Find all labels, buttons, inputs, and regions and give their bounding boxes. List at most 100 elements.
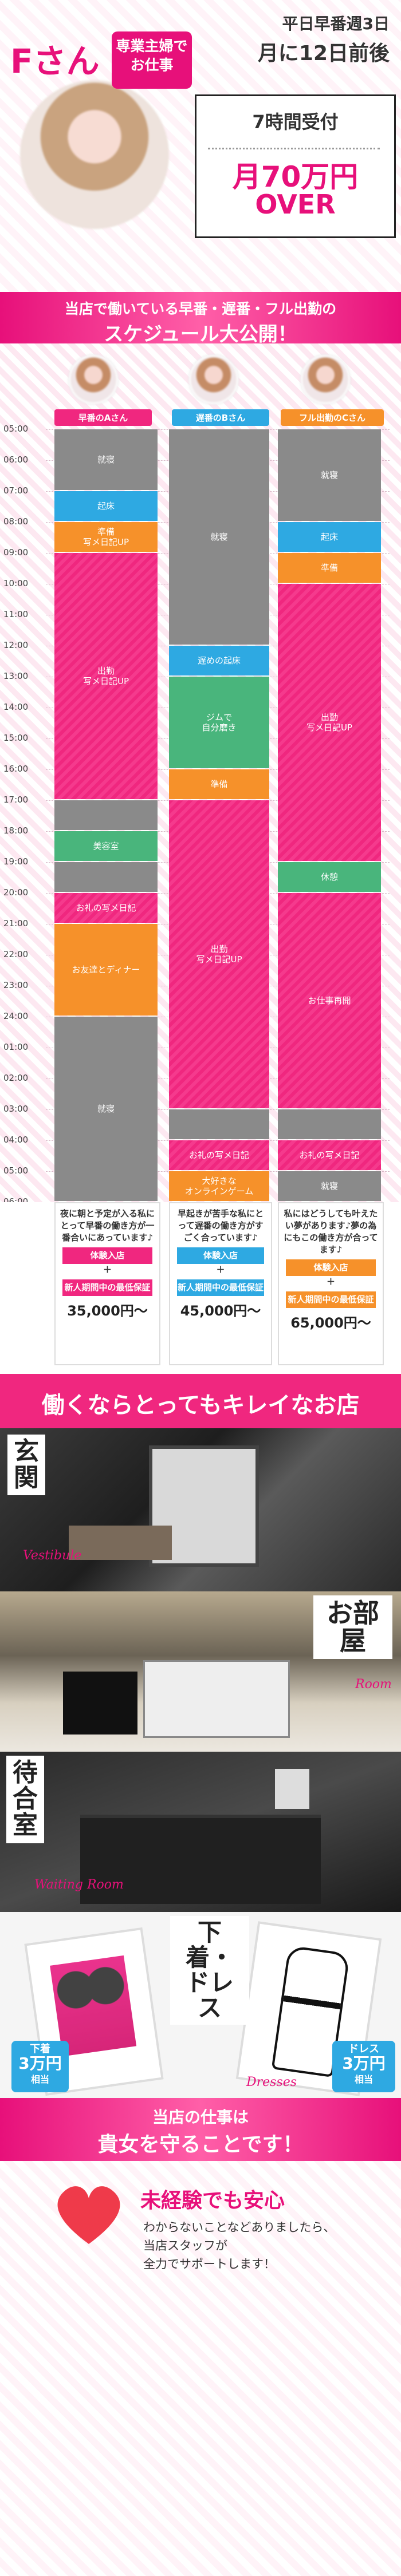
- note-c-text: 私にはどうしても叶えたい夢があります♪夢の為にもこの働き方が合ってます♪: [284, 1208, 378, 1255]
- time-label: 21:00: [3, 918, 29, 929]
- colA-block: お友達とディナー: [54, 924, 158, 1016]
- work-frequency-label: 月に12日前後: [257, 42, 390, 65]
- colC-block: [278, 1109, 381, 1139]
- time-label: 06:00: [3, 455, 29, 465]
- time-label: 02:00: [3, 1073, 29, 1083]
- schedule-column-a: 就寝 起床 準備 写メ日記UP 出勤 写メ日記UP 美容室 お礼の写メ日記 お友達とディナー…: [54, 429, 158, 1202]
- colC-block: お仕事再開: [278, 893, 381, 1108]
- room-title: お部屋: [315, 1597, 391, 1657]
- room-photo: お部屋 Room: [0, 1591, 401, 1752]
- note-a: 夜に朝と予定が入る私にとって早番の働き方が一番合いにあっています♪ 体験入店 ＋…: [54, 1202, 160, 1365]
- divider: [208, 148, 380, 149]
- footer-title: 未経験でも安心: [140, 2189, 285, 2212]
- dress-badge: ドレス 3万円 相当: [332, 2041, 395, 2092]
- time-label: 13:00: [3, 671, 29, 681]
- time-label: 08:00: [3, 516, 29, 527]
- footer-line1: わからないことなどありましたら、: [143, 2221, 336, 2234]
- time-label: 10:00: [3, 578, 29, 588]
- entrance-title: 玄関: [9, 1436, 44, 1494]
- colC-block: 休憩: [278, 862, 381, 892]
- protect-banner-line2: 貴女を守ることです！: [97, 2133, 304, 2156]
- clean-shop-banner-text: 働くならとってもキレイなお店: [41, 1392, 360, 1419]
- note-c-plus: ＋: [326, 1277, 335, 1287]
- colC-block: 就寝: [278, 1171, 381, 1201]
- colA-block: [54, 800, 158, 830]
- note-b-plus: ＋: [216, 1265, 225, 1275]
- colA-block: 就寝: [54, 1017, 158, 1201]
- time-label: 23:00: [3, 980, 29, 990]
- time-label: 18:00: [3, 825, 29, 836]
- note-c: 私にはどうしても叶えたい夢があります♪夢の為にもこの働き方が合ってます♪ 体験入…: [278, 1202, 384, 1365]
- time-label: 05:00: [3, 424, 29, 434]
- protect-banner: 当店の仕事は 貴女を守ることです！: [0, 2098, 401, 2161]
- colA-block: 美容室: [54, 831, 158, 861]
- profile-photo: [20, 80, 169, 229]
- colB-block: 準備: [169, 769, 269, 799]
- cabinet-shape: [63, 1672, 137, 1735]
- time-label: 14:00: [3, 702, 29, 712]
- colC-block: 準備: [278, 553, 381, 583]
- avatar-c: [301, 355, 350, 404]
- colB-block: ジムで 自分磨き: [169, 677, 269, 768]
- time-label: 11:00: [3, 609, 29, 619]
- waiting-script: Waiting Room: [34, 1878, 124, 1892]
- time-label: 05:00: [3, 1165, 29, 1176]
- colB-block: 大好きな オンラインゲーム: [169, 1171, 269, 1201]
- time-label: 16:00: [3, 764, 29, 774]
- time-label: 17:00: [3, 795, 29, 805]
- frame-shape: [275, 1769, 309, 1809]
- time-label: 19:00: [3, 856, 29, 867]
- note-b-price: 45,000円〜: [180, 1303, 261, 1319]
- avatar-a: [69, 355, 118, 404]
- waiting-photo: 待合室 Waiting Room: [0, 1752, 401, 1912]
- footer-line2: 当店スタッフが: [143, 2239, 227, 2253]
- dress-badge-l2: 3万円: [342, 2054, 386, 2073]
- colB-block: [169, 1109, 269, 1139]
- colB-block: 就寝: [169, 429, 269, 645]
- colC-block: お礼の写メ日記: [278, 1140, 381, 1170]
- lingerie-photo: 下着・ドレス Dresses 下着 3万円 相当 ドレス 3万円 相当: [0, 1912, 401, 2098]
- counter-shape: [69, 1526, 172, 1560]
- lingerie-badge: 下着 3万円 相当: [11, 2041, 69, 2092]
- colC-block: 起床: [278, 522, 381, 552]
- colB-block: 出勤 写メ日記UP: [169, 800, 269, 1108]
- time-label: 07:00: [3, 485, 29, 496]
- note-b-chip2: 新人期間中の最低保証: [177, 1279, 264, 1296]
- person-label-a: 早番のAさん: [54, 409, 152, 426]
- income-amount: 月70万円: [232, 160, 359, 193]
- person-name: Fさん: [10, 42, 100, 81]
- note-a-plus: ＋: [103, 1265, 112, 1275]
- hours-label: 7時間受付: [252, 111, 339, 133]
- income-over: OVER: [255, 189, 336, 220]
- note-a-chip2: 新人期間中の最低保証: [62, 1279, 152, 1296]
- schedule-section: 早番のAさん 遅番のBさん フル出勤のCさん 05:00 06:00 07:00 08…: [0, 343, 401, 1208]
- note-c-chip1: 体験入店: [286, 1259, 376, 1276]
- schedule-column-c: 就寝 起床 準備 出勤 写メ日記UP 休憩 お仕事再開 お礼の写メ日記 就寝: [278, 429, 381, 1202]
- schedule-column-b: 就寝 遅めの起床 ジムで 自分磨き 準備 出勤 写メ日記UP お礼の写メ日記 大好きな オン…: [169, 429, 269, 1202]
- note-b-chip1: 体験入店: [177, 1247, 264, 1264]
- person-label-c: フル出勤のCさん: [281, 409, 384, 426]
- colC-block: 就寝: [278, 429, 381, 521]
- time-label: 15:00: [3, 733, 29, 743]
- lingerie-title: 下着・ドレス: [172, 1918, 247, 2024]
- note-a-price: 35,000円〜: [67, 1303, 148, 1319]
- header-section: Fさん 専業主婦で お仕事 平日早番週3日 月に12日前後 7時間受付 月70万…: [0, 0, 401, 292]
- entrance-script: Vestibule: [23, 1548, 82, 1563]
- income-box: 7時間受付 月70万円 OVER: [195, 94, 396, 238]
- time-label: 22:00: [3, 949, 29, 959]
- heart-icon: [52, 2181, 126, 2250]
- note-c-chip2: 新人期間中の最低保証: [286, 1291, 376, 1308]
- note-b-text: 早起きが苦手な私にとって遅番の働き方がすごく合っています♪: [177, 1208, 264, 1243]
- time-label: 09:00: [3, 547, 29, 558]
- avatar-b: [189, 355, 238, 404]
- work-days-label: 平日早番週3日: [282, 14, 390, 33]
- protect-banner-line1: 当店の仕事は: [152, 2108, 249, 2127]
- colA-block: 起床: [54, 491, 158, 521]
- colA-block: 準備 写メ日記UP: [54, 522, 158, 552]
- mirror-shape: [149, 1445, 259, 1567]
- schedule-banner: 当店で働いている早番・遅番・フル出勤の スケジュール大公開！: [0, 292, 401, 343]
- schedule-banner-line1: 当店で働いている早番・遅番・フル出勤の: [64, 301, 337, 317]
- colC-block: 出勤 写メ日記UP: [278, 584, 381, 861]
- colA-block: [54, 862, 158, 892]
- footer-section: 未経験でも安心 わからないことなどありましたら、 当店スタッフが 全力でサポート…: [0, 2161, 401, 2576]
